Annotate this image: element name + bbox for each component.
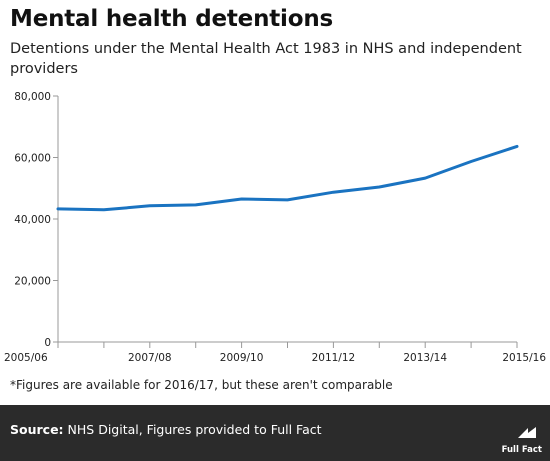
full-fact-logo: Full Fact	[490, 425, 542, 455]
series-line	[56, 144, 519, 212]
y-axis: 0 20,000 40,000 60,000 80,000	[14, 91, 59, 349]
chart-subtitle: Detentions under the Mental Health Act 1…	[10, 41, 522, 77]
logo-text: Full Fact	[501, 445, 542, 455]
y-tick-label: 40,000	[14, 214, 51, 226]
footnote: *Figures are available for 2016/17, but …	[10, 378, 393, 392]
y-tick-label: 20,000	[14, 276, 51, 288]
y-tick-label: 80,000	[14, 91, 51, 103]
x-tick-label: 2015/16	[502, 352, 546, 364]
x-tick-label: 2011/12	[312, 352, 356, 364]
source-label: Source:	[10, 422, 64, 437]
footer-bar: Source: NHS Digital, Figures provided to…	[0, 405, 550, 461]
source-text: NHS Digital, Figures provided to Full Fa…	[67, 422, 322, 437]
x-tick-label: 2013/14	[403, 352, 447, 364]
line-chart: 0 20,000 40,000 60,000 80,000 2005/06 2007/08…	[4, 91, 546, 364]
full-fact-logo-icon	[518, 427, 536, 438]
series-layer	[56, 144, 519, 212]
x-tick-label: 2009/10	[220, 352, 264, 364]
x-tick-label: 2005/06	[4, 352, 48, 364]
y-tick-label: 60,000	[14, 153, 51, 165]
chart-title: Mental health detentions	[10, 6, 333, 32]
y-tick-label: 0	[44, 337, 51, 349]
x-tick-label: 2007/08	[128, 352, 172, 364]
source-line: Source: NHS Digital, Figures provided to…	[10, 422, 322, 437]
x-axis: 2005/06 2007/08 2009/10 2011/12 2013/14 2015/…	[4, 341, 546, 364]
